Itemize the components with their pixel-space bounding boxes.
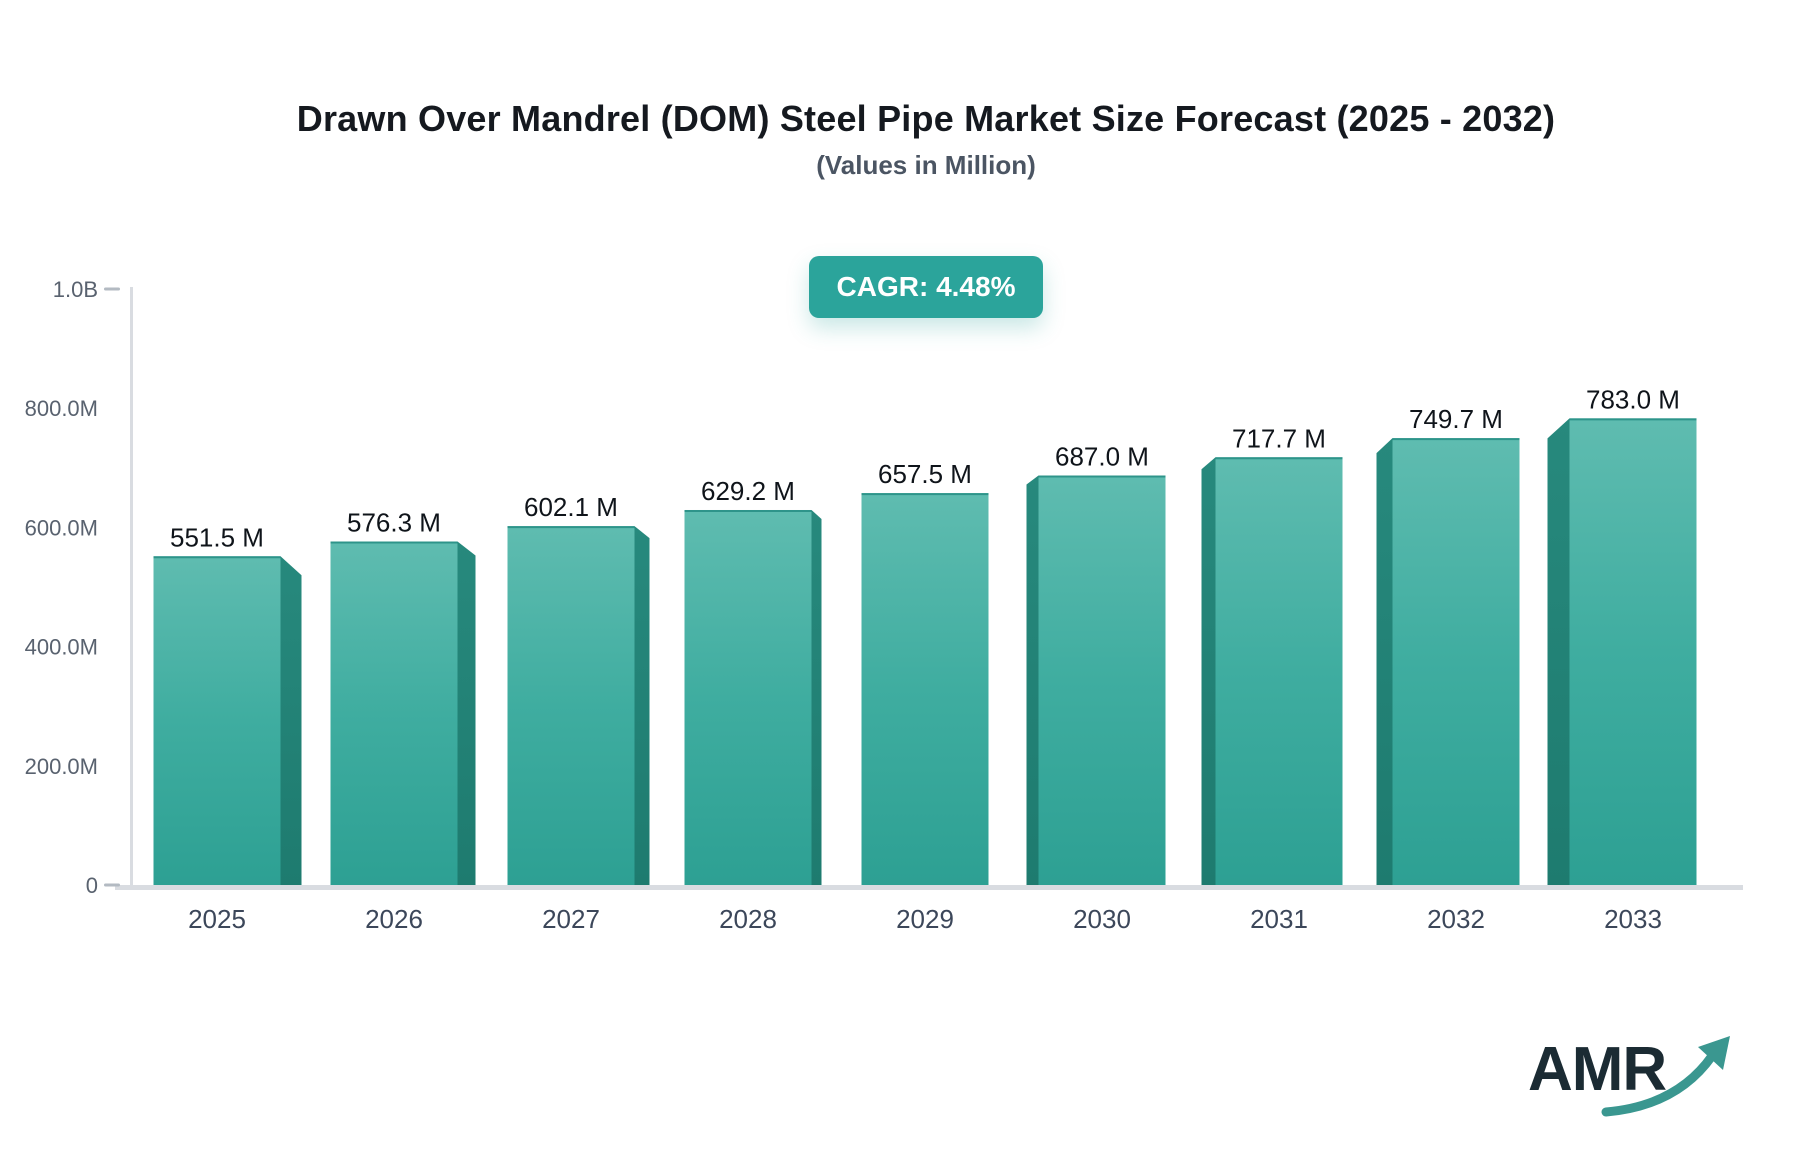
bar-side-face [1201, 457, 1216, 885]
y-tick-label: 400.0M [25, 635, 98, 660]
bar-value-label: 602.1 M [524, 492, 618, 522]
bar-group-2026: 576.3 M [330, 508, 476, 885]
bar-value-label: 576.3 M [347, 508, 441, 538]
bar-side-face [457, 541, 476, 885]
chart-subtitle: (Values in Million) [816, 150, 1036, 180]
bar-value-label: 551.5 M [170, 522, 264, 552]
bar [684, 509, 812, 885]
bar-group-2028: 629.2 M [684, 476, 822, 885]
bar [1038, 475, 1166, 885]
y-axis-line [130, 287, 133, 888]
chart-title: Drawn Over Mandrel (DOM) Steel Pipe Mark… [296, 98, 1556, 139]
bar [861, 493, 989, 885]
bar-side-face [1547, 418, 1570, 885]
bar [1569, 418, 1697, 885]
y-tick-label: 1.0B [53, 277, 98, 302]
bar-group-2032: 749.7 M [1376, 404, 1520, 885]
bar-value-label: 749.7 M [1409, 404, 1503, 434]
x-tick-label: 2032 [1427, 904, 1485, 934]
y-tick-label: 200.0M [25, 754, 98, 779]
bar-side-face [280, 556, 302, 885]
x-tick-label: 2029 [896, 904, 954, 934]
bar [1215, 457, 1343, 885]
x-tick-label: 2028 [719, 904, 777, 934]
bar-value-label: 717.7 M [1232, 423, 1326, 453]
x-tick-label: 2031 [1250, 904, 1308, 934]
bar [1392, 438, 1520, 885]
cagr-badge-row: CAGR: 4.48% [52, 256, 1800, 318]
bar-side-face [1376, 438, 1393, 885]
bar-side-face [1026, 475, 1039, 885]
bar-group-2030: 687.0 M [1026, 442, 1166, 885]
amr-logo: AMR [1528, 1026, 1748, 1126]
bar-group-2027: 602.1 M [507, 492, 650, 885]
x-tick-label: 2025 [188, 904, 246, 934]
y-axis-tick [104, 883, 120, 887]
bar-value-label: 629.2 M [701, 476, 795, 506]
x-axis-line [115, 885, 1743, 890]
bar-value-label: 687.0 M [1055, 442, 1149, 472]
y-axis-tick [104, 287, 120, 291]
bar-side-face [811, 509, 822, 885]
bar-group-2031: 717.7 M [1201, 423, 1343, 885]
bar-group-2033: 783.0 M [1547, 384, 1697, 885]
trend-up-arrow-icon [1601, 1036, 1730, 1117]
bar-side-face [634, 526, 650, 885]
x-tick-label: 2030 [1073, 904, 1131, 934]
x-tick-label: 2026 [365, 904, 423, 934]
y-tick-label: 0 [86, 873, 98, 898]
bar [507, 526, 635, 885]
bar-value-label: 783.0 M [1586, 384, 1680, 414]
cagr-badge: CAGR: 4.48% [808, 256, 1044, 318]
x-tick-label: 2033 [1604, 904, 1662, 934]
y-tick-label: 800.0M [25, 396, 98, 421]
bar [330, 541, 458, 885]
bar-group-2025: 551.5 M [153, 522, 302, 885]
amr-logo-text: AMR [1528, 1035, 1667, 1104]
bar-value-label: 657.5 M [878, 459, 972, 489]
x-tick-label: 2027 [542, 904, 600, 934]
bar [153, 556, 281, 885]
bar-group-2029: 657.5 M [861, 459, 989, 885]
y-tick-label: 600.0M [25, 515, 98, 540]
